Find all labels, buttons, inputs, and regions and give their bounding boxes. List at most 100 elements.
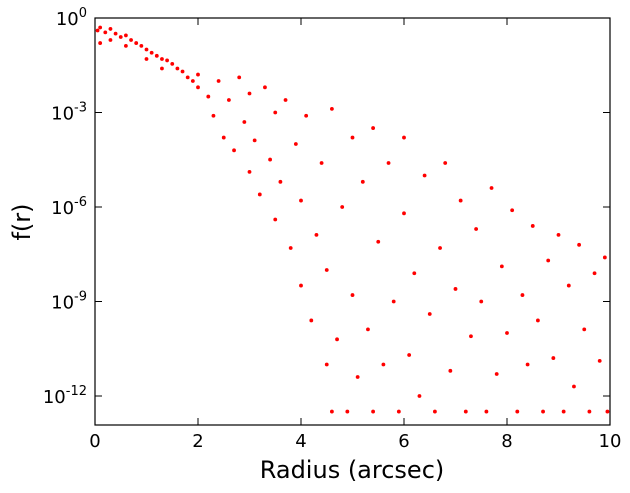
point <box>376 239 381 244</box>
point <box>335 337 339 342</box>
point <box>299 198 303 203</box>
y-tick-label: 100 <box>56 6 87 30</box>
point <box>402 211 406 216</box>
point <box>144 47 149 52</box>
point <box>242 120 247 124</box>
point <box>319 161 324 165</box>
x-tick-label: 8 <box>501 431 512 452</box>
x-tick-label: 2 <box>192 431 203 452</box>
point <box>371 126 375 130</box>
point <box>412 271 417 276</box>
point <box>577 242 581 247</box>
plot-frame <box>94 17 611 426</box>
point <box>366 327 370 332</box>
point <box>438 246 442 250</box>
y-axis-label: f(r) <box>8 203 36 240</box>
point <box>443 161 448 165</box>
point <box>355 375 360 379</box>
point <box>252 138 257 143</box>
point <box>247 91 252 96</box>
point <box>124 33 128 38</box>
x-tick-label: 4 <box>295 431 306 452</box>
point <box>237 75 242 80</box>
point <box>170 61 175 66</box>
point <box>474 227 478 231</box>
tick-base: 10 <box>43 387 66 408</box>
point <box>340 205 345 209</box>
point <box>95 28 100 33</box>
point <box>566 283 571 288</box>
point <box>396 409 401 414</box>
point <box>124 44 128 48</box>
tick-base: 10 <box>51 292 74 313</box>
point <box>283 98 288 102</box>
tick-exponent: -6 <box>74 195 87 210</box>
point <box>494 372 499 376</box>
point <box>381 362 386 367</box>
y-tick-label: 10-12 <box>43 384 87 408</box>
point <box>515 409 520 414</box>
point <box>113 31 118 36</box>
point <box>118 35 123 39</box>
y-tick-label: 10-9 <box>51 289 87 313</box>
point <box>160 66 164 71</box>
point <box>536 318 540 323</box>
point <box>134 41 139 45</box>
point <box>582 327 587 332</box>
point <box>330 107 334 111</box>
point <box>273 110 278 115</box>
point <box>417 394 422 398</box>
point <box>350 135 355 140</box>
point <box>345 409 350 414</box>
point <box>572 384 576 389</box>
point <box>546 258 551 263</box>
point <box>180 69 185 74</box>
point <box>278 179 283 184</box>
tick-exponent: 0 <box>79 6 87 21</box>
point <box>469 334 473 339</box>
point <box>273 217 278 222</box>
point <box>489 186 494 190</box>
point <box>427 312 432 316</box>
point <box>541 409 545 414</box>
point <box>206 94 211 99</box>
x-tick-label: 10 <box>599 431 622 452</box>
tick-exponent: -9 <box>74 289 87 304</box>
point <box>597 359 602 363</box>
point <box>391 299 396 304</box>
point <box>196 85 200 90</box>
point <box>196 72 200 77</box>
point <box>216 79 221 83</box>
point <box>175 66 180 71</box>
point <box>309 318 314 323</box>
point <box>520 293 525 297</box>
point <box>108 38 113 42</box>
point <box>499 264 504 269</box>
point <box>360 179 365 184</box>
tick-base: 10 <box>51 103 74 124</box>
point <box>463 409 468 414</box>
point <box>587 409 592 414</box>
point <box>453 287 458 291</box>
point <box>129 38 133 42</box>
point <box>103 30 108 35</box>
y-tick-label: 10-6 <box>51 195 87 219</box>
point <box>98 25 103 30</box>
point <box>190 79 195 83</box>
point <box>386 161 391 165</box>
point <box>232 148 236 153</box>
point <box>257 192 262 197</box>
point <box>484 409 489 414</box>
point <box>324 268 329 272</box>
point <box>263 85 267 90</box>
point <box>525 362 530 367</box>
point <box>556 233 561 237</box>
point <box>108 27 113 31</box>
point <box>288 246 293 250</box>
point <box>227 98 231 102</box>
point <box>149 50 154 55</box>
point <box>592 271 597 276</box>
point <box>293 142 298 146</box>
point <box>402 135 406 140</box>
